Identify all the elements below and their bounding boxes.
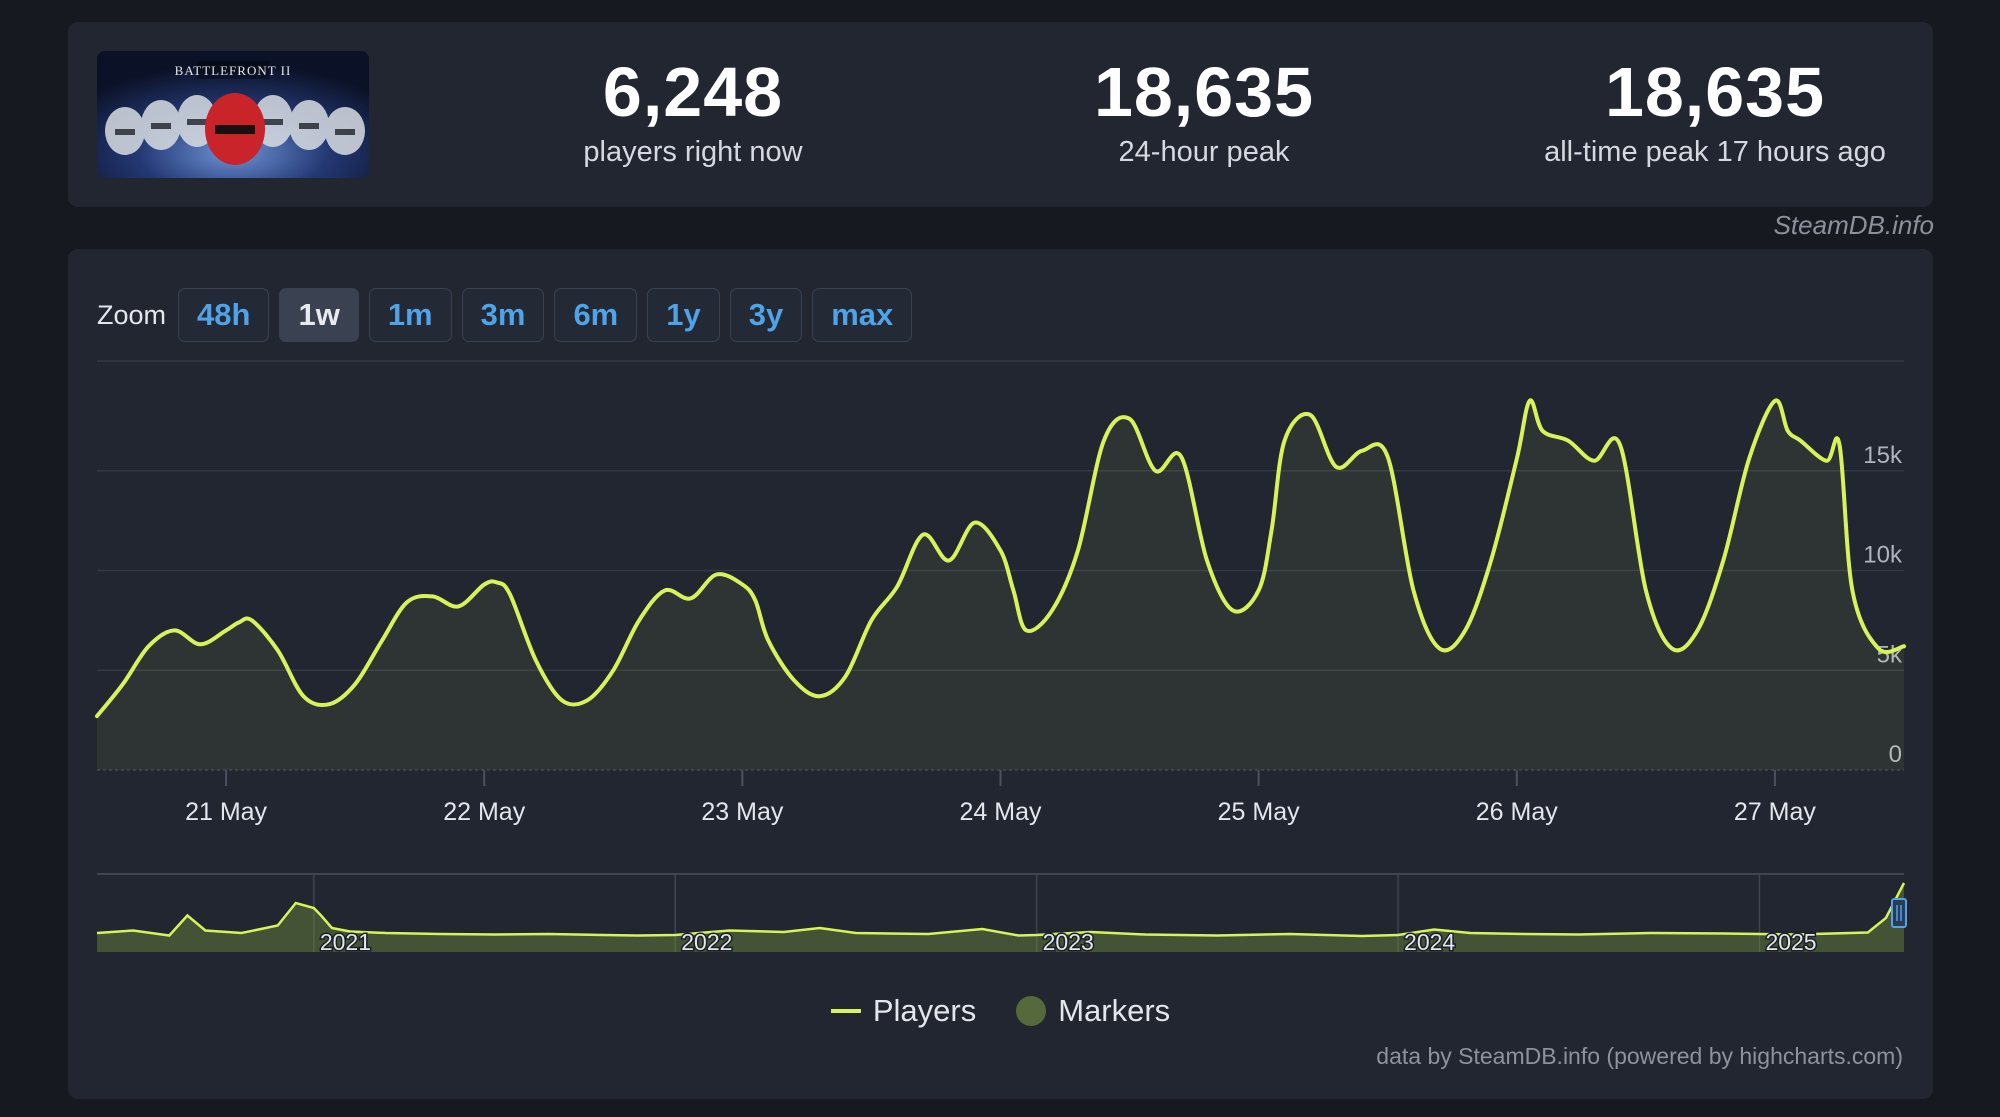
peak-24h-stat: 18,635 24-hour peak [994, 52, 1414, 172]
x-tick-label: 27 May [1734, 798, 1816, 826]
players-area [97, 400, 1904, 770]
players-now-stat: 6,248 players right now [483, 52, 903, 172]
players-chart[interactable]: 0 5k 10k 15k 21 May 22 May 23 May 24 May 25 May 2… [68, 249, 1933, 989]
game-artwork-icon: BATTLEFRONT II [97, 51, 369, 178]
zoom-bar: Zoom 48h 1w 1m 3m 6m 1y 3y max [97, 287, 922, 343]
navigator-series-line [96, 882, 1906, 938]
game-thumbnail[interactable]: BATTLEFRONT II [97, 51, 369, 178]
x-tick-label: 26 May [1476, 798, 1558, 826]
legend-players-label: Players [872, 993, 977, 1028]
navigator-handle[interactable] [1891, 898, 1907, 928]
players-series-line [95, 398, 1906, 719]
chart-card: Zoom 48h 1w 1m 3m 6m 1y 3y max 0 5k 10k 15k… [68, 249, 1933, 1099]
navigator-background [97, 874, 1904, 952]
players-now-label: players right now [583, 136, 803, 168]
all-time-peak-label: all-time peak 17 hours ago [1544, 136, 1886, 168]
zoom-button-6m[interactable]: 6m [554, 288, 638, 342]
svg-text:BATTLEFRONT II: BATTLEFRONT II [175, 63, 292, 78]
zoom-button-3m[interactable]: 3m [461, 288, 545, 342]
chart-legend: Players Markers [68, 989, 1933, 1033]
zoom-button-48h[interactable]: 48h [178, 288, 270, 342]
all-time-peak-stat: 18,635 all-time peak 17 hours ago [1505, 52, 1925, 172]
navigator-year-label: 2023 [1043, 929, 1094, 955]
navigator-year-label: 2025 [1765, 929, 1816, 955]
zoom-button-1y[interactable]: 1y [647, 288, 720, 342]
stats-card: BATTLEFRONT II 6,248 players right now 1… [68, 22, 1933, 207]
steamdb-attribution[interactable]: SteamDB.info [1773, 210, 1934, 240]
y-tick-label: 5k [1877, 641, 1903, 668]
y-tick-label: 10k [1863, 542, 1903, 569]
players-now-value: 6,248 [602, 53, 784, 131]
navigator-year-label: 2024 [1404, 929, 1455, 955]
x-tick-label: 22 May [443, 798, 525, 826]
peak-24h-label: 24-hour peak [1118, 136, 1290, 168]
zoom-button-max[interactable]: max [812, 288, 913, 342]
markers-dot-icon [1016, 996, 1047, 1026]
y-tick-label: 0 [1889, 741, 1902, 768]
players-line-icon [830, 1009, 861, 1013]
zoom-button-1m[interactable]: 1m [368, 288, 452, 342]
legend-markers[interactable]: Markers [1016, 993, 1170, 1029]
peak-24h-value: 18,635 [1093, 53, 1315, 131]
x-tick-label: 21 May [185, 798, 267, 826]
legend-players[interactable]: Players [830, 993, 977, 1029]
navigator-year-label: 2021 [320, 929, 371, 955]
x-tick-label: 25 May [1218, 798, 1300, 826]
x-tick-label: 23 May [701, 798, 783, 826]
x-tick-label: 24 May [960, 798, 1042, 826]
legend-markers-label: Markers [1058, 993, 1171, 1028]
y-tick-label: 15k [1863, 442, 1903, 469]
all-time-peak-value: 18,635 [1604, 53, 1826, 131]
navigator-year-label: 2022 [681, 929, 732, 955]
zoom-label: Zoom [97, 299, 167, 330]
chart-credit[interactable]: data by SteamDB.info (powered by highcha… [1376, 1043, 1903, 1069]
zoom-button-3y[interactable]: 3y [729, 288, 803, 342]
zoom-button-1w[interactable]: 1w [279, 288, 359, 342]
